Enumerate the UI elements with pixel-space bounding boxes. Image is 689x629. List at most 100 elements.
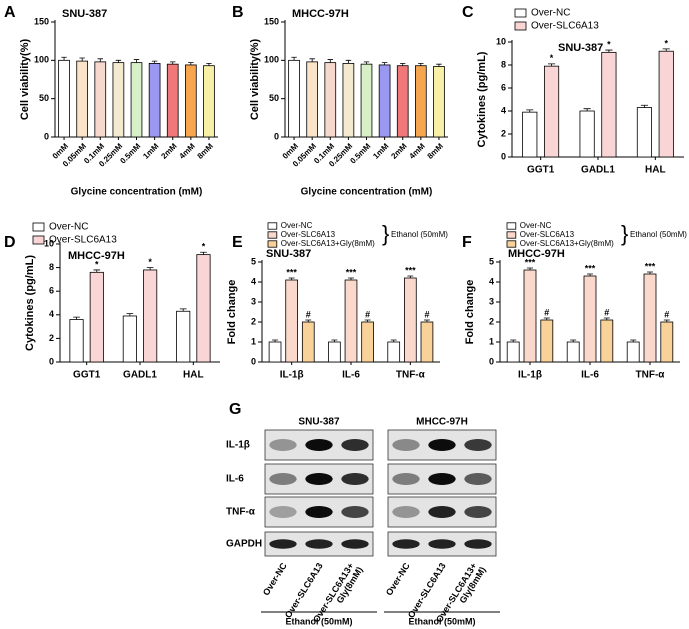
bar: [58, 59, 70, 138]
chart-title: SNU-387: [558, 42, 603, 54]
legend-swatch: [267, 240, 278, 248]
error-bar: [348, 277, 354, 280]
bar: [566, 341, 580, 363]
legend-label: Over-SLC6A13: [49, 235, 117, 246]
error-bar: [272, 339, 279, 342]
bar: [543, 65, 560, 158]
y-tick-label: 150: [34, 16, 49, 26]
bar: [583, 275, 597, 363]
error-bar: [309, 58, 315, 62]
panel-letter: C: [462, 4, 474, 21]
band: [464, 539, 492, 549]
bar: [176, 310, 191, 363]
panel-letter: F: [462, 234, 472, 251]
bar: [387, 341, 401, 363]
bar: [324, 62, 337, 138]
x-tick-label: 1mM: [371, 141, 390, 160]
bar: [328, 341, 341, 363]
error-bar: [179, 308, 187, 312]
chart-title: MHCC-97H: [68, 250, 125, 262]
y-tick-label: 6: [49, 286, 54, 296]
legend-swatch: [506, 222, 517, 230]
error-bar: [73, 316, 80, 320]
bracket-label: Ethanol (50mM): [630, 230, 687, 239]
error-bar: [418, 63, 424, 66]
bar: [361, 321, 374, 363]
y-tick-label: 10: [44, 238, 54, 248]
band: [341, 506, 369, 518]
x-tick-label: TNF-α: [396, 370, 426, 381]
error-bar: [188, 62, 194, 65]
chart-title: MHCC-97H: [292, 8, 349, 20]
band: [464, 439, 492, 451]
error-bar: [630, 339, 637, 342]
significance-label: ***: [286, 267, 297, 277]
bar: [506, 341, 520, 363]
legend-label: Over-SLC6A13: [531, 21, 599, 32]
significance-label: ***: [525, 257, 536, 267]
x-tick-label: 2mM: [159, 141, 178, 160]
row-label: IL-1β: [226, 440, 250, 451]
bar: [143, 269, 158, 363]
error-bar: [663, 319, 670, 322]
x-tick-label: 0.5mM: [118, 141, 142, 165]
legend-swatch: [267, 222, 278, 230]
row-label: GAPDH: [226, 539, 262, 550]
error-bar: [115, 59, 122, 63]
y-tick-label: 4: [49, 309, 54, 319]
bar: [360, 63, 373, 138]
y-tick-label: 3: [489, 296, 494, 306]
legend-swatch: [514, 21, 527, 31]
band: [428, 473, 456, 485]
bar: [522, 111, 538, 158]
band: [305, 506, 333, 518]
error-bar: [527, 267, 533, 270]
bar: [660, 321, 674, 363]
error-bar: [206, 63, 212, 66]
band: [392, 506, 420, 518]
group-title: SNU-387: [298, 417, 340, 428]
bar: [268, 341, 282, 363]
band: [305, 439, 333, 451]
y-tick-label: 6: [501, 82, 506, 92]
error-bar: [547, 63, 556, 67]
y-tick-label: 0: [251, 356, 256, 366]
bar: [76, 60, 88, 138]
error-bar: [79, 57, 85, 62]
band: [428, 439, 456, 451]
error-bar: [151, 60, 158, 64]
group-footer: Ethanol (50mM): [285, 616, 352, 626]
bar: [626, 341, 640, 363]
error-bar: [640, 104, 649, 108]
band: [428, 506, 456, 518]
error-bar: [61, 56, 67, 61]
error-bar: [543, 317, 550, 320]
legend-label: Over-NC: [531, 8, 570, 19]
legend-swatch: [32, 235, 45, 245]
legend-swatch: [267, 231, 278, 239]
x-tick-label: IL-1β: [518, 370, 542, 381]
y-tick-label: 8: [501, 59, 506, 69]
legend-swatch: [506, 231, 517, 239]
significance-label: *: [202, 242, 206, 252]
error-bar: [400, 63, 406, 66]
legend-label: Over-NC: [520, 221, 552, 230]
error-bar: [662, 48, 670, 52]
legend-swatch: [506, 240, 517, 248]
y-tick-label: 8: [49, 262, 54, 272]
band: [269, 539, 297, 549]
y-tick-label: 150: [264, 16, 279, 26]
y-tick-label: 50: [269, 93, 279, 103]
x-tick-label: GGT1: [527, 165, 555, 176]
y-tick-label: 2: [251, 316, 256, 326]
lane-label: Over-NC: [384, 561, 412, 598]
y-tick-label: 0: [44, 131, 49, 141]
band: [269, 506, 297, 518]
x-tick-label: 8mM: [196, 141, 215, 160]
y-tick-label: 2: [501, 128, 506, 138]
bar: [433, 66, 445, 138]
row-label: IL-6: [226, 474, 244, 485]
error-bar: [390, 339, 397, 342]
legend-label: Over-SLC6A13: [281, 230, 336, 239]
